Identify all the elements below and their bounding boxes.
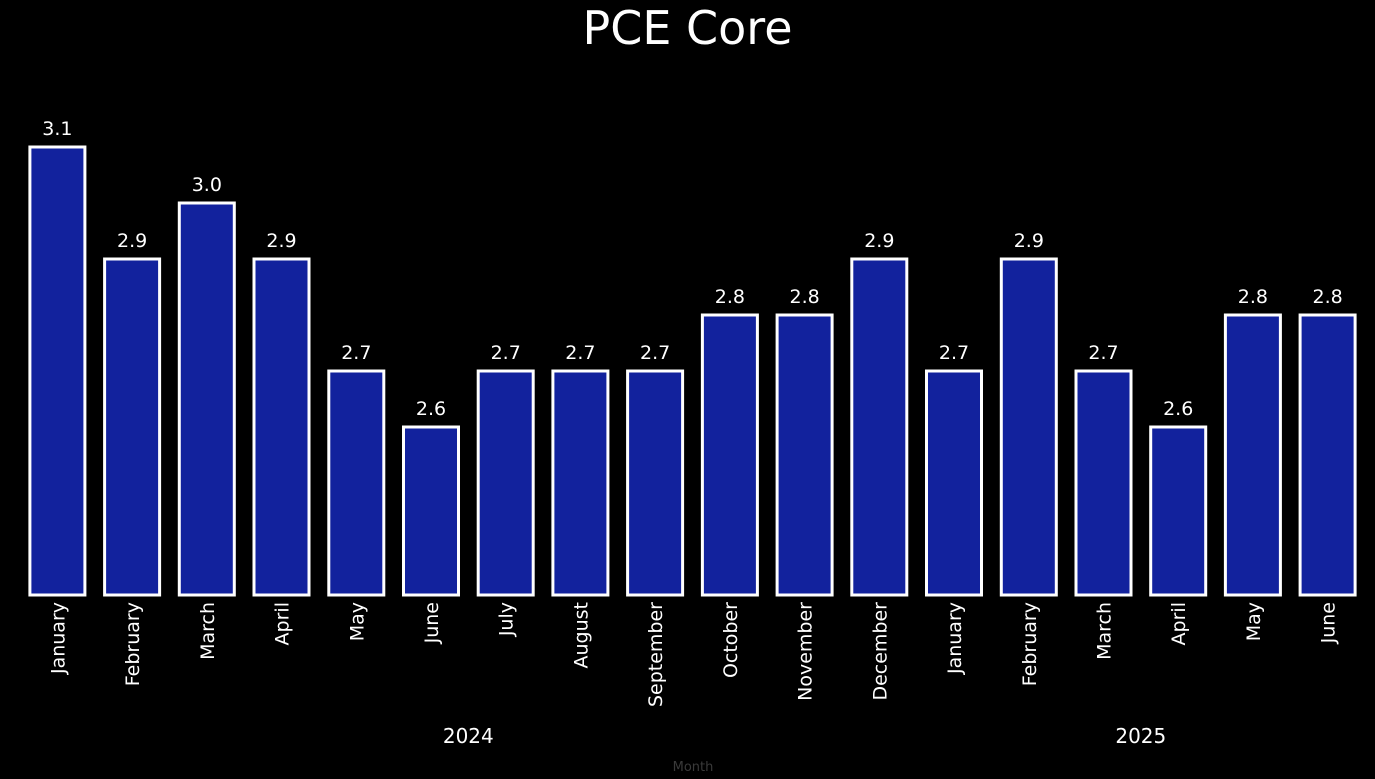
- data-label: 2.8: [715, 286, 745, 308]
- x-tick-labels-layer: January February March April May June July Augu…: [47, 602, 1339, 707]
- bar-june-5: [402, 425, 460, 597]
- bar-february-13: [999, 257, 1058, 597]
- bar-july-6: [476, 369, 535, 597]
- data-label: 2.7: [491, 342, 521, 364]
- x-tick-label: September: [645, 602, 667, 707]
- x-tick-label: June: [1318, 602, 1340, 644]
- bar-december-11: [850, 257, 909, 597]
- data-label: 2.7: [565, 342, 595, 364]
- data-label: 2.9: [1014, 230, 1044, 252]
- x-tick-label: August: [570, 602, 592, 669]
- data-label: 2.8: [1312, 286, 1342, 308]
- data-label: 2.8: [1238, 286, 1268, 308]
- year-group-label: 2025: [1115, 724, 1166, 748]
- bar-april-3: [252, 257, 311, 597]
- chart-title: PCE Core: [582, 1, 793, 55]
- bar-february-1: [103, 257, 162, 597]
- bar-april-15: [1149, 425, 1208, 597]
- x-tick-label: October: [720, 602, 742, 678]
- data-label: 3.0: [192, 174, 222, 196]
- data-label: 2.7: [341, 342, 371, 364]
- x-tick-label: March: [1094, 602, 1116, 660]
- data-label: 2.9: [117, 230, 147, 252]
- data-label: 2.9: [864, 230, 894, 252]
- data-label: 2.7: [939, 342, 969, 364]
- bar-may-4: [327, 369, 386, 597]
- x-tick-label: July: [496, 602, 518, 637]
- data-label: 2.9: [266, 230, 296, 252]
- data-label: 2.6: [416, 398, 446, 420]
- data-label: 2.7: [1088, 342, 1118, 364]
- bar-august-7: [551, 369, 610, 597]
- bar-march-2: [177, 201, 236, 597]
- bar-june-17: [1298, 313, 1357, 597]
- x-tick-label: January: [47, 602, 69, 675]
- bar-january-12: [925, 369, 983, 597]
- x-tick-label: February: [1019, 602, 1041, 686]
- bar-january-0: [28, 145, 87, 597]
- x-tick-label: April: [1168, 602, 1190, 645]
- year-group-labels-layer: 2024 2025: [443, 724, 1166, 748]
- x-tick-label: June: [421, 602, 443, 644]
- x-tick-label: January: [944, 602, 966, 675]
- x-tick-label: December: [869, 602, 891, 701]
- data-label: 3.1: [42, 118, 72, 140]
- x-tick-label: November: [795, 602, 817, 701]
- bar-november-10: [775, 313, 834, 597]
- x-tick-label: May: [346, 602, 368, 641]
- bars-layer: [28, 145, 1357, 597]
- x-axis-title: Month: [673, 760, 714, 775]
- x-tick-label: May: [1243, 602, 1265, 641]
- data-labels-layer: 3.1 2.9 3.0 2.9 2.7 2.6 2.7 2.7 2.7 2.8 2.8 2.9 2.7 2…: [42, 118, 1342, 420]
- data-label: 2.7: [640, 342, 670, 364]
- data-label: 2.6: [1163, 398, 1193, 420]
- data-label: 2.8: [789, 286, 819, 308]
- bar-march-14: [1074, 369, 1133, 597]
- bar-september-8: [626, 369, 685, 597]
- year-group-label: 2024: [443, 724, 494, 748]
- bar-october-9: [700, 313, 759, 597]
- x-tick-label: March: [197, 602, 219, 660]
- bar-may-16: [1223, 313, 1282, 597]
- x-tick-label: April: [272, 602, 294, 645]
- x-tick-label: February: [122, 602, 144, 686]
